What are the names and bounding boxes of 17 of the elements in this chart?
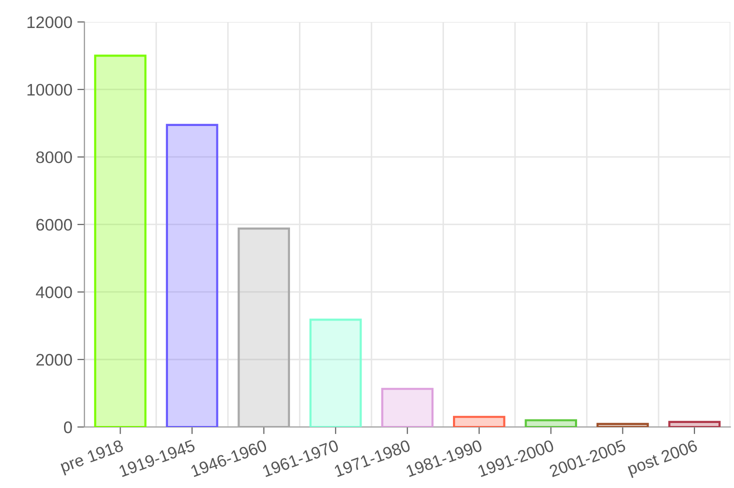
y-tick-label: 4000 xyxy=(36,286,72,298)
bar xyxy=(94,54,146,427)
bar xyxy=(309,318,362,427)
bar xyxy=(668,420,721,427)
x-tick-label: post 2006 xyxy=(626,439,700,478)
bar xyxy=(238,227,290,427)
y-tick-label: 10000 xyxy=(28,84,72,96)
bar xyxy=(596,422,649,427)
bar xyxy=(166,124,218,427)
y-tick-label: 12000 xyxy=(28,16,72,28)
bar xyxy=(452,416,506,427)
y-tick-label: 6000 xyxy=(36,218,72,231)
bar xyxy=(381,388,434,427)
y-tick-label: 0 xyxy=(64,421,72,434)
y-tick-label: 8000 xyxy=(36,151,72,164)
bar xyxy=(524,419,578,427)
y-tick-label: 2000 xyxy=(36,354,72,366)
